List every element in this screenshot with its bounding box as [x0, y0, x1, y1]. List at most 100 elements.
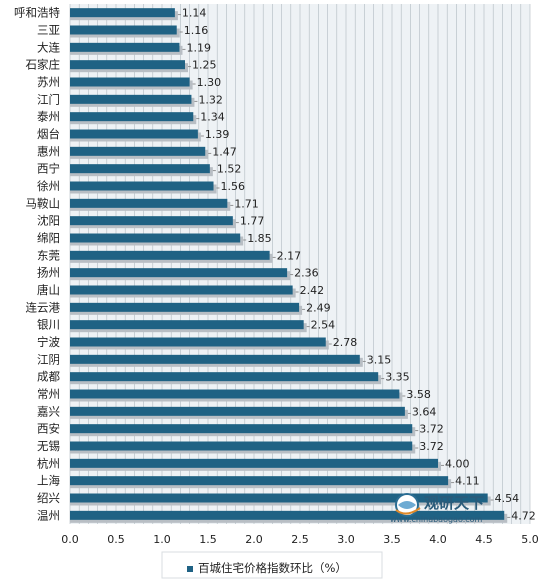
x-tick-label: 1.0 — [153, 533, 171, 546]
data-label: 1.16 — [184, 24, 209, 37]
watermark-text: 观研天下 — [424, 494, 484, 512]
category-label: 东莞 — [37, 248, 60, 262]
bars — [70, 8, 508, 523]
category-label: 杭州 — [37, 456, 60, 470]
x-axis-tick-labels: 0.0 0.5 1.0 1.5 2.0 2.5 3.0 3.5 4.0 4.5 5.0 — [61, 533, 539, 546]
data-label: 3.72 — [419, 423, 444, 436]
data-label: 1.19 — [186, 41, 211, 54]
data-label: 1.52 — [217, 163, 242, 176]
data-label: 2.54 — [311, 319, 336, 332]
data-label: 3.58 — [406, 388, 431, 401]
category-label: 西安 — [37, 422, 60, 436]
data-label: 2.49 — [306, 301, 331, 314]
bar — [70, 354, 360, 364]
bar — [70, 424, 413, 434]
category-label: 温州 — [37, 508, 60, 522]
legend-label: 百城住宅价格指数环比（%） — [198, 561, 347, 575]
category-labels: 呼和浩特三亚大连石家庄苏州江门泰州烟台惠州西宁徐州马鞍山沈阳绵阳东莞扬州唐山连云… — [14, 6, 60, 523]
bar — [70, 476, 449, 486]
category-label: 惠州 — [37, 144, 60, 158]
category-label: 绵阳 — [37, 231, 60, 245]
data-label: 2.17 — [277, 249, 302, 262]
bar — [70, 198, 228, 208]
category-label: 泰州 — [37, 110, 60, 124]
category-label: 沈阳 — [37, 214, 60, 228]
bar — [70, 250, 270, 260]
data-label: 4.00 — [445, 457, 470, 470]
bar — [70, 8, 175, 18]
category-label: 绍兴 — [37, 491, 60, 505]
data-label: 4.72 — [511, 509, 536, 522]
bar — [70, 77, 190, 87]
data-label: 4.54 — [495, 492, 520, 505]
category-label: 常州 — [37, 387, 60, 401]
legend: 百城住宅价格指数环比（%） — [161, 551, 383, 579]
bar — [70, 406, 405, 416]
globe-logo-icon — [395, 493, 421, 517]
watermark-url: www.chinabaogao.com — [390, 515, 483, 524]
data-label: 1.14 — [182, 7, 207, 20]
x-tick-label: 0.5 — [107, 533, 125, 546]
bar — [70, 302, 300, 312]
bar — [70, 493, 488, 503]
x-tick-label: 2.0 — [245, 533, 263, 546]
bar — [70, 268, 288, 278]
data-label: 2.36 — [294, 267, 319, 280]
category-label: 上海 — [37, 474, 60, 488]
data-label: 4.11 — [455, 475, 480, 488]
category-label: 银川 — [37, 318, 60, 332]
bar — [70, 129, 198, 139]
bar — [70, 42, 180, 52]
bar — [70, 372, 379, 382]
bar — [70, 320, 304, 330]
data-label: 1.85 — [247, 232, 272, 245]
bar — [70, 164, 210, 174]
data-label: 3.15 — [367, 353, 392, 366]
bar — [70, 216, 233, 226]
category-label: 嘉兴 — [37, 404, 60, 418]
bar — [70, 112, 194, 122]
x-tick-label: 2.5 — [291, 533, 309, 546]
bar — [70, 146, 206, 156]
category-label: 三亚 — [37, 23, 60, 37]
data-label: 1.56 — [221, 180, 246, 193]
data-label: 1.34 — [200, 111, 225, 124]
data-label: 1.39 — [205, 128, 230, 141]
category-label: 江门 — [37, 92, 60, 106]
data-label: 1.47 — [212, 145, 237, 158]
bar — [70, 337, 326, 347]
x-tick-label: 3.0 — [337, 533, 355, 546]
data-label: 2.78 — [333, 336, 358, 349]
bar — [70, 94, 192, 104]
category-label: 江阴 — [37, 352, 60, 366]
category-label: 呼和浩特 — [14, 6, 60, 20]
data-label: 1.32 — [198, 93, 223, 106]
x-tick-label: 3.5 — [383, 533, 401, 546]
bar — [70, 285, 293, 295]
data-label: 3.64 — [412, 405, 437, 418]
category-label: 成都 — [37, 370, 60, 384]
bar — [70, 389, 400, 399]
category-label: 烟台 — [37, 127, 60, 141]
x-tick-label: 4.0 — [429, 533, 447, 546]
bar — [70, 441, 413, 451]
data-label: 3.72 — [419, 440, 444, 453]
x-tick-label: 1.5 — [199, 533, 217, 546]
bar — [70, 233, 241, 243]
category-label: 马鞍山 — [26, 196, 61, 210]
data-labels: 1.14 1.16 1.19 1.25 1.30 1.32 1.34 1.39 1.47 1.52… — [177, 7, 536, 522]
x-tick-label: 4.5 — [475, 533, 493, 546]
category-label: 苏州 — [37, 75, 60, 89]
category-label: 唐山 — [37, 283, 60, 297]
category-label: 大连 — [37, 40, 60, 54]
bar — [70, 458, 438, 468]
bar — [70, 510, 505, 520]
category-label: 无锡 — [37, 439, 60, 453]
data-label: 2.42 — [300, 284, 325, 297]
data-label: 3.35 — [385, 371, 410, 384]
bar — [70, 181, 214, 191]
data-label: 1.25 — [192, 59, 217, 72]
data-label: 1.71 — [234, 197, 259, 210]
category-label: 石家庄 — [26, 58, 61, 72]
